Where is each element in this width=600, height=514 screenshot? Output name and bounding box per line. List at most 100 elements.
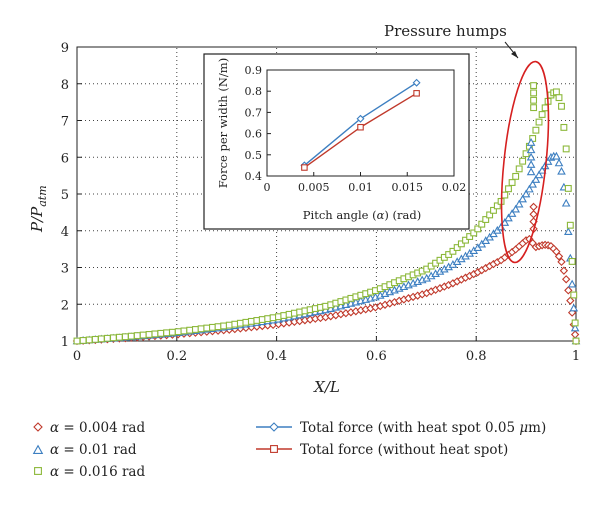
legend-alpha-value-0004: = 0.004 rad (59, 420, 145, 436)
legend-marker-alpha-0016 (34, 467, 42, 475)
pressure-humps-ellipse (500, 60, 550, 264)
data-point (79, 337, 87, 344)
data-point (554, 252, 564, 261)
data-point (559, 266, 569, 275)
data-point (570, 291, 578, 299)
main-y-tick-label: 6 (61, 151, 69, 166)
main-x-axis-label: X/L (313, 378, 340, 396)
data-point (564, 286, 573, 295)
data-point (537, 165, 547, 174)
data-point (203, 324, 211, 332)
data-point (163, 329, 171, 337)
data-point (157, 329, 165, 337)
data-point (570, 323, 580, 332)
series-alpha-0 (72, 234, 581, 346)
data-point (568, 258, 576, 265)
data-point (466, 233, 474, 240)
data-point (191, 326, 199, 333)
data-point (197, 325, 205, 333)
inset-y-tick-label: 0.5 (245, 149, 263, 162)
hump-points-1 (526, 138, 536, 176)
legend-marker-shape (33, 422, 43, 432)
main-x-tick-label: 0.8 (466, 349, 487, 364)
legend-label-alpha-0016: α = 0.016 rad (50, 464, 145, 480)
inset-y-tick-label: 0.6 (245, 128, 263, 141)
data-point (91, 335, 99, 343)
data-point (97, 335, 105, 343)
data-point (490, 206, 497, 214)
main-y-tick-label: 2 (61, 298, 69, 313)
legend-marker-shape (270, 445, 278, 453)
data-point (174, 328, 182, 336)
data-point (564, 184, 572, 192)
data-point (486, 211, 494, 219)
data-point (521, 189, 531, 198)
data-point (103, 334, 111, 342)
legend-marker-shape (34, 467, 42, 475)
hump-point (530, 104, 538, 112)
data-point (449, 247, 457, 255)
data-point (552, 88, 560, 96)
main-y-tick-label: 7 (61, 115, 69, 130)
data-point (515, 165, 523, 173)
data-point (121, 333, 129, 341)
hump-points-2 (530, 82, 538, 112)
data-point (566, 296, 575, 305)
legend-item-alpha-001: α = 0.01 rad (32, 442, 137, 458)
data-point (569, 303, 579, 312)
data-point (505, 185, 512, 193)
main-y-axis-label-main: P/P (28, 206, 46, 233)
main-x-tick-label: 1 (572, 349, 580, 364)
hump-point (526, 152, 536, 161)
inset-series-1 (301, 90, 420, 171)
data-point (474, 225, 482, 233)
legend-marker-total-force-no-heat (270, 445, 278, 453)
legend-marker-alpha-001 (32, 444, 44, 454)
data-point (567, 279, 577, 288)
hump-point (530, 96, 538, 104)
legend-marker-alpha-0004 (33, 422, 43, 432)
legend-item-total-force-no-heat: Total force (without heat spot) (256, 442, 508, 458)
data-point (508, 179, 516, 186)
main-data-series (72, 82, 581, 346)
hump-point (526, 160, 536, 168)
data-point (504, 213, 513, 222)
inset-data-point (301, 164, 308, 171)
data-point (555, 94, 563, 102)
main-y-tick-label: 4 (61, 225, 69, 240)
data-point (139, 331, 147, 339)
data-point (541, 104, 549, 112)
data-point (518, 194, 527, 203)
inset-y-tick-label: 0.9 (245, 64, 263, 77)
data-point (115, 333, 123, 341)
legend-label-total-force-heat: Total force (with heat spot 0.05 μm) (300, 420, 546, 436)
data-point (457, 240, 465, 248)
hump-point (526, 167, 536, 176)
data-point (512, 172, 520, 180)
data-point (133, 332, 141, 340)
data-point (571, 319, 579, 327)
data-point (528, 179, 537, 188)
data-point (522, 150, 530, 158)
legend-item-alpha-0016: α = 0.016 rad (34, 464, 145, 480)
data-point (566, 221, 574, 229)
data-point (514, 199, 524, 208)
data-point (242, 318, 250, 326)
data-point (482, 216, 490, 223)
legend-item-total-force-heat: Total force (with heat spot 0.05 μm) (256, 420, 546, 436)
data-point (561, 275, 571, 284)
data-point (511, 204, 521, 213)
inset-panel (203, 53, 470, 230)
pressure-humps-label: Pressure humps (384, 22, 507, 40)
data-point (247, 317, 255, 325)
data-point (501, 191, 509, 199)
inset-data-point (413, 90, 420, 97)
inset-y-tick-label: 0.8 (245, 85, 263, 98)
inset-x-tick-label: 0.01 (348, 181, 373, 194)
inset-x-tick-label: 0.015 (392, 181, 424, 194)
inset-x-label-pre: Pitch angle ( (303, 208, 377, 222)
inset-data-series (300, 78, 421, 171)
data-point (231, 320, 239, 328)
legend-alpha-greek-0004: α (50, 420, 59, 436)
